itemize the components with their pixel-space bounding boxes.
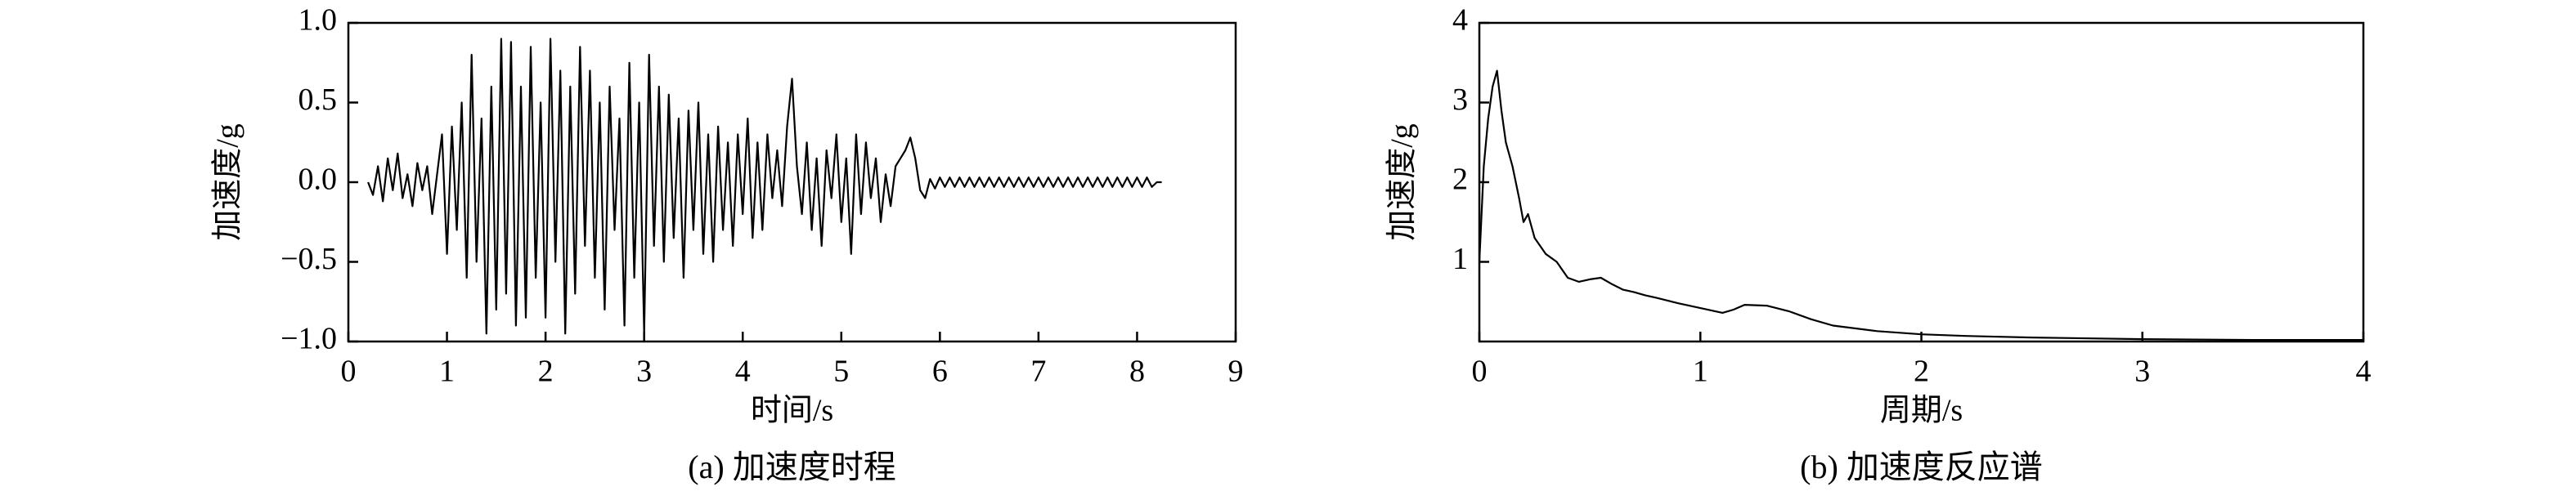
data-line	[367, 38, 1162, 335]
y-axis-label: 加速度/g	[1385, 123, 1420, 241]
x-tick-label: 5	[833, 355, 849, 389]
plot-frame	[347, 21, 1237, 343]
y-tick-label: 2	[1452, 163, 1468, 197]
caption: (a) 加速度时程	[688, 449, 895, 485]
x-tick-label: 8	[1129, 355, 1145, 389]
x-tick-label: 6	[932, 355, 948, 389]
x-tick-label: 7	[1030, 355, 1046, 389]
y-tick-label: 4	[1452, 3, 1468, 38]
x-tick-label: 4	[2356, 355, 2372, 389]
x-tick-label: 3	[2134, 355, 2150, 389]
x-tick-label: 1	[439, 355, 455, 389]
y-tick-label: −1.0	[280, 322, 337, 356]
x-axis-label: 时间/s	[751, 394, 833, 428]
x-tick-label: 3	[636, 355, 652, 389]
caption: (b) 加速度反应谱	[1800, 449, 2043, 485]
y-tick-label: 3	[1452, 83, 1468, 117]
x-tick-label: 0	[341, 355, 357, 389]
data-line	[1478, 69, 2363, 342]
y-axis-label: 加速度/g	[211, 123, 245, 241]
x-tick-label: 0	[1472, 355, 1488, 389]
x-tick-label: 4	[735, 355, 751, 389]
x-tick-label: 1	[1693, 355, 1708, 389]
plot-frame	[1478, 21, 2365, 343]
x-axis-label: 周期/s	[1880, 394, 1963, 428]
y-tick-label: 0.0	[298, 163, 338, 197]
x-tick-label: 2	[538, 355, 554, 389]
x-tick-label: 9	[1228, 355, 1244, 389]
y-tick-label: 1	[1452, 242, 1468, 276]
y-tick-label: 1.0	[298, 3, 338, 38]
y-tick-label: −0.5	[280, 242, 337, 276]
x-tick-label: 2	[1914, 355, 1929, 389]
y-tick-label: 0.5	[298, 83, 338, 117]
